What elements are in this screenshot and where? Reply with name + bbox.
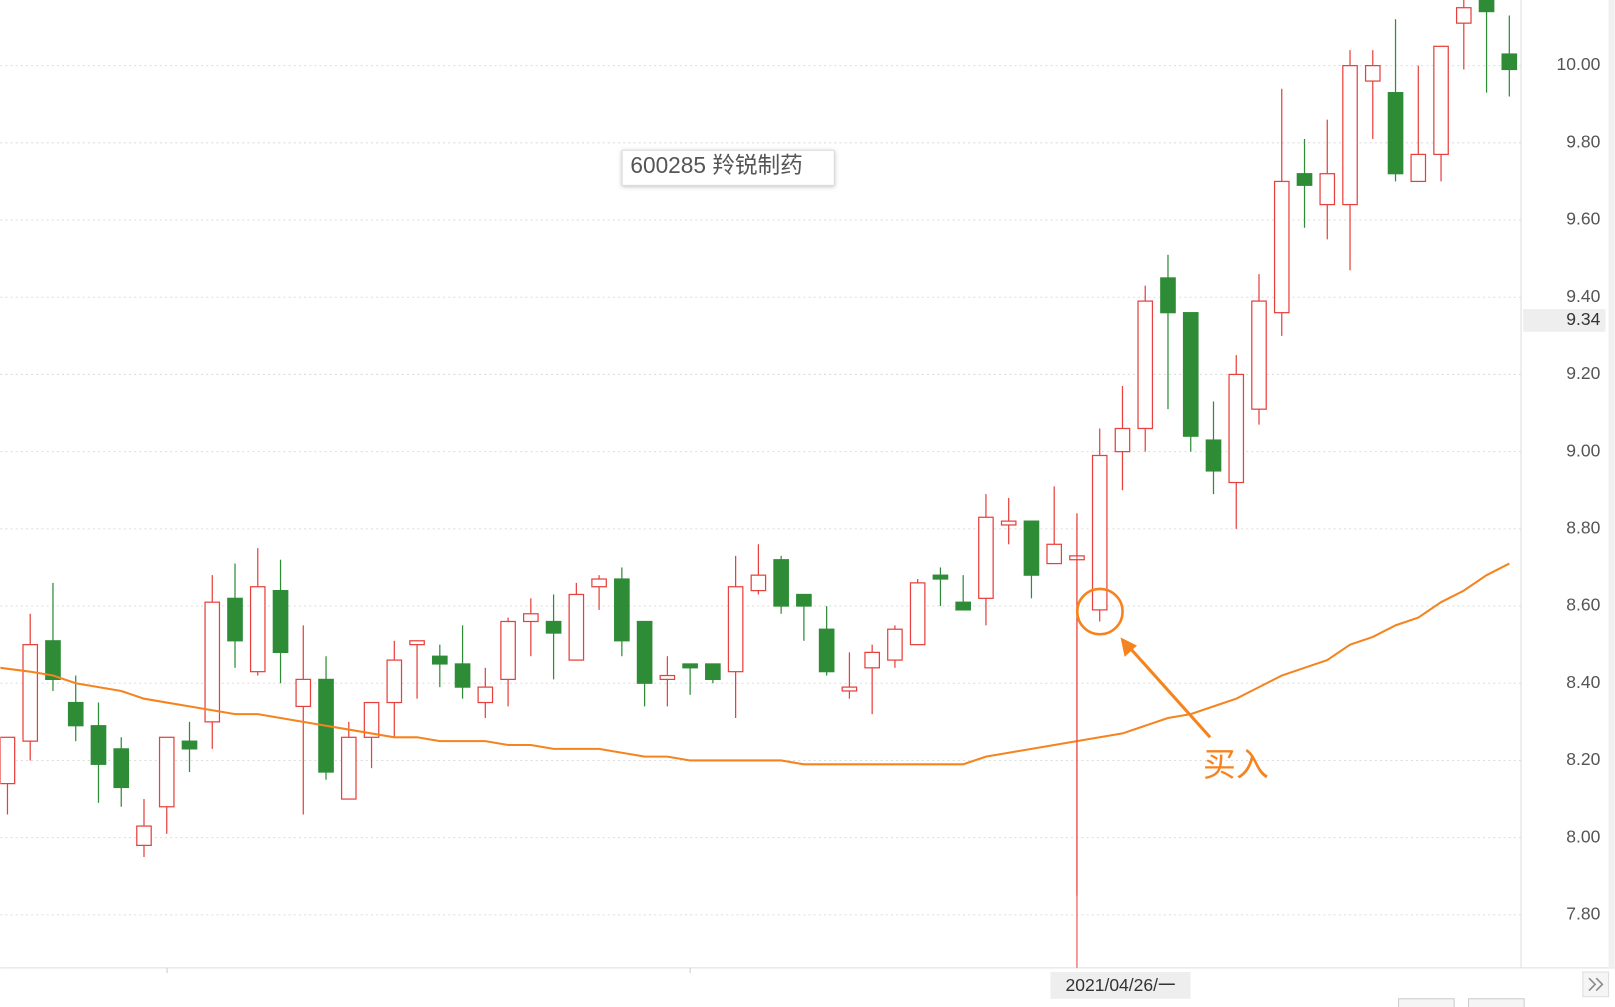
candle-body (1182, 312, 1199, 437)
ma-line (0, 562, 1510, 766)
candle-body (136, 825, 152, 846)
candle-body (1478, 0, 1495, 13)
candle-body (750, 574, 767, 592)
candle-body (773, 559, 789, 607)
chart-title: 600285 羚锐制药 (630, 152, 802, 178)
candle-body (636, 620, 653, 684)
candle-body (1455, 7, 1472, 24)
candle-body (1501, 53, 1518, 71)
title-box (621, 149, 835, 186)
annotation-text: 买入 (1203, 746, 1269, 783)
candle-body (386, 659, 403, 704)
candle-body (1137, 300, 1154, 430)
toolbar-button[interactable] (1398, 998, 1455, 1007)
candle-body (1296, 173, 1313, 186)
candle-body (227, 597, 243, 642)
arrow-head (1120, 637, 1137, 657)
annotation-arrow (1127, 645, 1212, 739)
cursor-date-box (1050, 971, 1191, 999)
annotation-circle (1075, 587, 1124, 636)
candle-body (1205, 439, 1222, 472)
candle-body (545, 620, 562, 634)
candle-body (181, 740, 198, 750)
candle-body (363, 701, 380, 738)
y-tick-label: 8.40 (1566, 672, 1600, 692)
cursor-price: 9.34 (1566, 309, 1600, 329)
candle-body (909, 582, 926, 646)
y-axis: 7.80 8.00 8.20 8.40 8.60 8.80 9.00 9.20 9.40 9.60… (1523, 54, 1606, 923)
candle-body (340, 736, 357, 800)
candle-body (1114, 427, 1131, 453)
candle-body (158, 736, 175, 808)
toolbar-button[interactable] (1468, 998, 1525, 1007)
scrollbar[interactable] (1608, 0, 1615, 968)
candle-body (955, 601, 972, 611)
y-tick-label: 9.80 (1566, 131, 1600, 151)
expand-icon (1588, 977, 1604, 992)
y-tick-label: 9.40 (1566, 286, 1600, 306)
candle-body (818, 628, 835, 673)
candle-body (523, 613, 539, 623)
candle-body (454, 663, 471, 688)
candle-body (67, 701, 84, 727)
candle-body (1228, 373, 1245, 484)
y-tick-label: 8.60 (1566, 595, 1600, 615)
candle-body (22, 644, 39, 742)
candle-body (864, 651, 880, 669)
candle-body (1160, 277, 1176, 314)
cursor-date: 2021/04/26/一 (1066, 975, 1176, 995)
candle-body (614, 578, 630, 642)
candle-body (477, 686, 494, 704)
candle-body (1046, 543, 1063, 565)
cursor-price-box (1523, 309, 1606, 332)
candle-body (45, 640, 61, 681)
candle-body (1364, 65, 1381, 82)
candle-body (841, 686, 858, 692)
candle-body (796, 593, 812, 607)
candle-body (887, 628, 903, 661)
candle-body (500, 620, 516, 681)
y-tick-label: 10.00 (1557, 54, 1601, 74)
candle-body (90, 725, 107, 765)
y-tick-label: 8.00 (1566, 826, 1600, 846)
candle-body (682, 663, 698, 669)
y-tick-label: 9.20 (1566, 363, 1600, 383)
plot-area (0, 0, 1518, 968)
candle-body (705, 663, 721, 681)
y-tick-label: 8.20 (1566, 749, 1600, 769)
candle-body (1273, 180, 1290, 314)
candle-body (932, 574, 949, 580)
candle-body (113, 748, 130, 789)
candle-body (431, 655, 448, 665)
candle-body (295, 678, 312, 708)
candle-body (1410, 153, 1427, 183)
candle-body (1000, 520, 1017, 526)
candle-body (204, 601, 221, 723)
candle-body (591, 578, 607, 588)
candle-body (1342, 65, 1358, 206)
candle-body (659, 674, 676, 681)
candle-body (978, 516, 994, 599)
candle-body (1319, 173, 1336, 206)
candle-body (249, 586, 266, 673)
candle-body (1023, 520, 1040, 576)
candle-body (1251, 300, 1267, 410)
candle-body (568, 593, 585, 661)
candle-body (272, 589, 289, 653)
y-tick-label: 8.80 (1566, 517, 1600, 537)
candle-body (1433, 45, 1449, 156)
candle-body (1387, 92, 1404, 175)
candle-body (727, 586, 744, 673)
grid (0, 65, 1522, 916)
y-tick-label: 7.80 (1566, 903, 1600, 923)
candle-body (1091, 454, 1108, 611)
candle-body (0, 736, 16, 785)
candle-body (409, 640, 425, 646)
y-tick-label: 9.60 (1566, 209, 1600, 229)
y-tick-label: 9.00 (1566, 440, 1600, 460)
